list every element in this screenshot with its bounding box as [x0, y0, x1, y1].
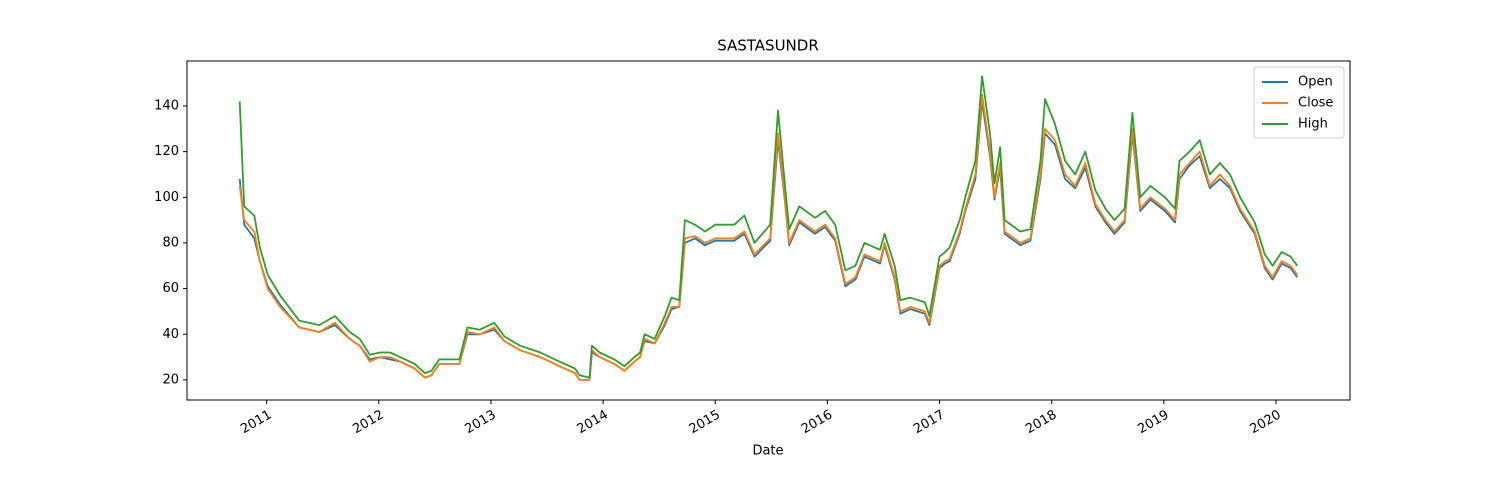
- y-tick-label: 40: [162, 327, 179, 342]
- y-tick-label: 100: [154, 190, 179, 205]
- y-tick-label: 140: [154, 98, 179, 113]
- y-tick-label: 80: [162, 235, 179, 250]
- y-tick-label: 60: [162, 281, 179, 296]
- legend-label: Open: [1298, 75, 1333, 90]
- line-series: [238, 75, 1299, 379]
- legend-label: Close: [1298, 96, 1333, 111]
- y-tick-label: 20: [162, 372, 179, 387]
- x-axis-label: Date: [752, 444, 783, 459]
- line-series: [238, 93, 1299, 381]
- plot-frame: [186, 60, 1351, 401]
- legend-box: [1253, 66, 1345, 139]
- legend-label: High: [1298, 117, 1328, 132]
- chart-title: SASTASUNDR: [717, 37, 819, 55]
- y-tick-label: 120: [154, 144, 179, 159]
